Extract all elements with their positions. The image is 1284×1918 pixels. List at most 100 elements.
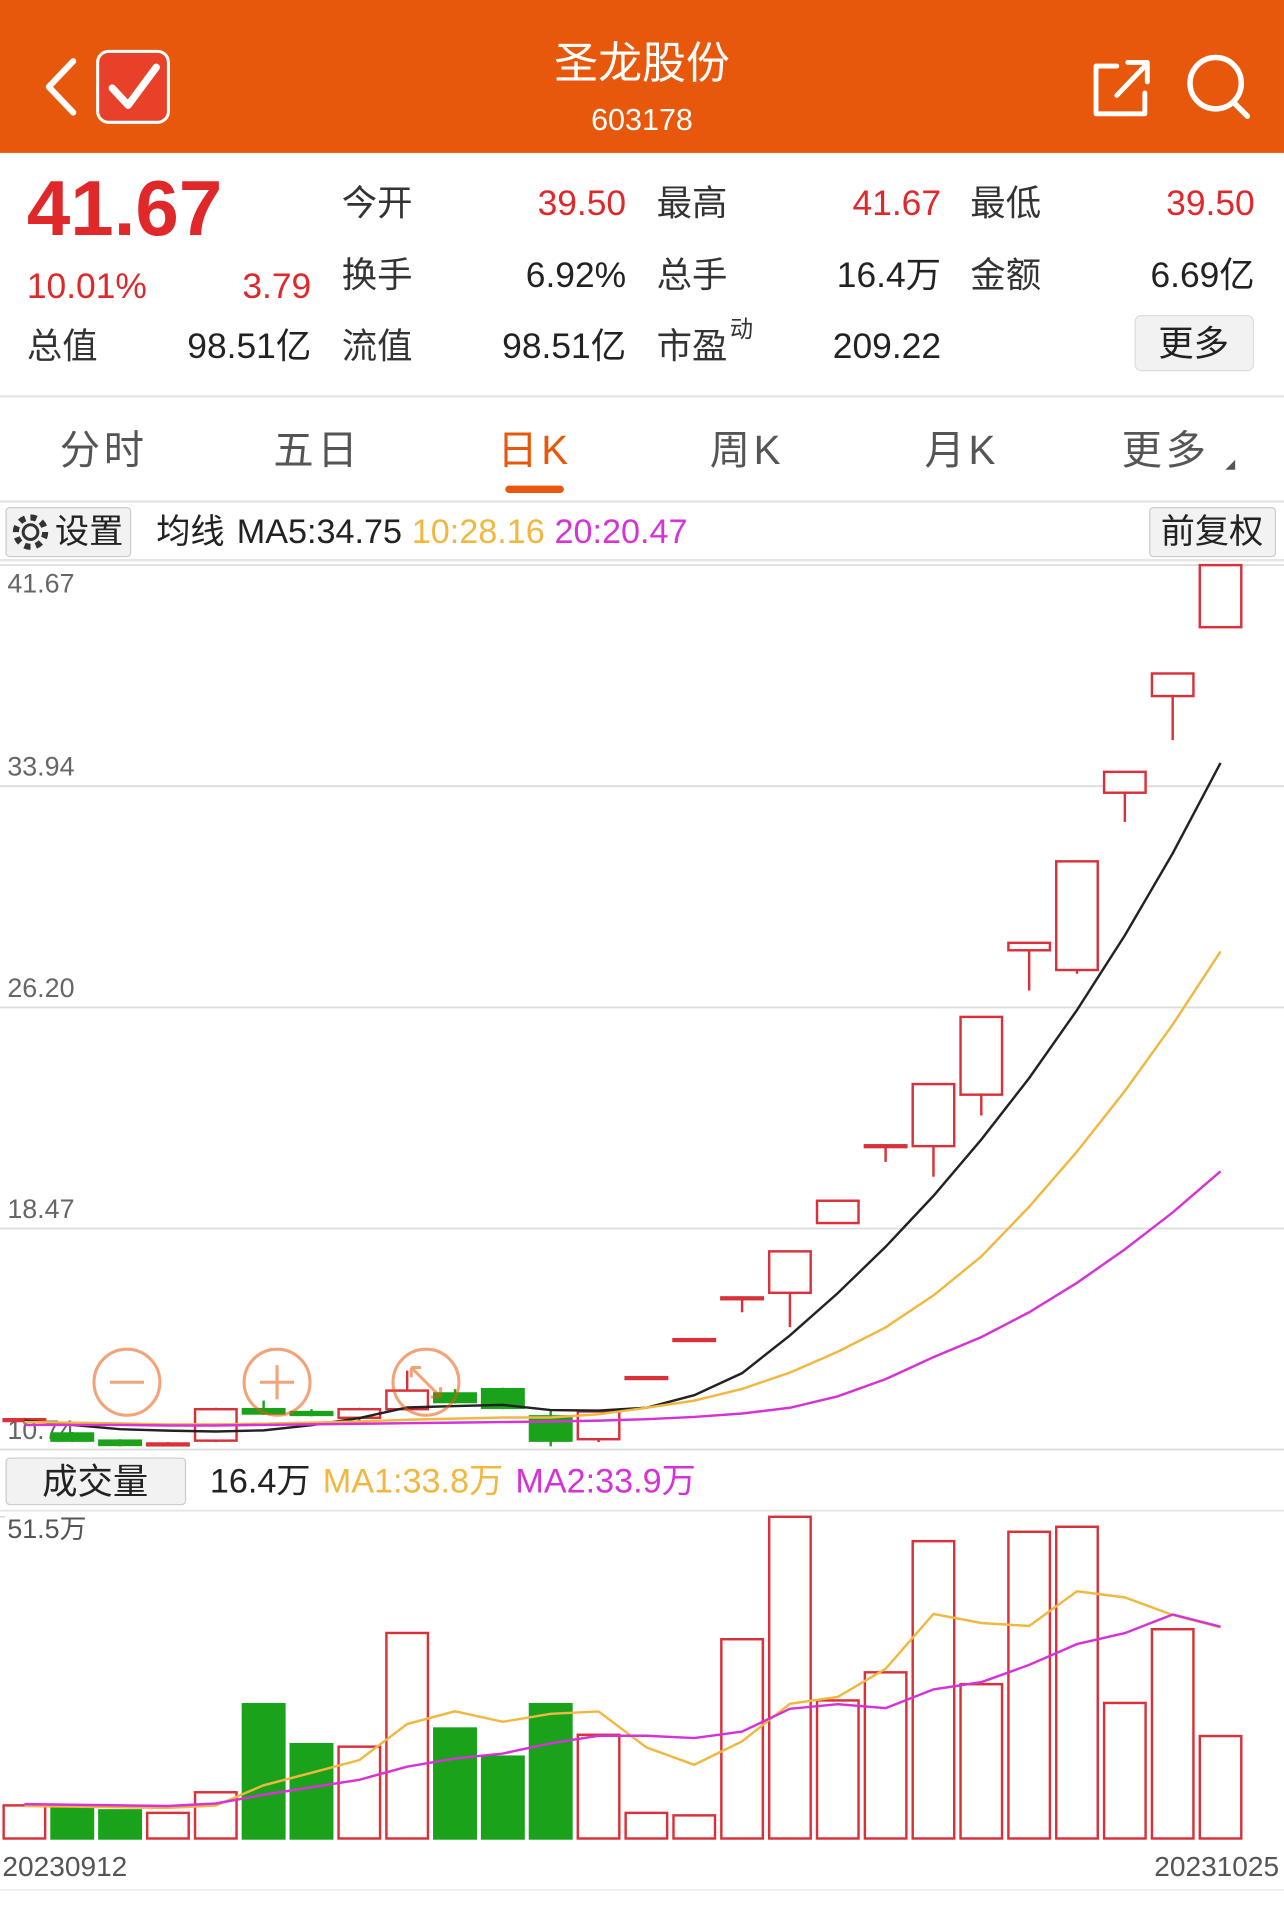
stat-value: 209.22 <box>833 326 941 366</box>
y-tick-label: 51.5万 <box>7 1514 86 1544</box>
candle-body <box>289 1410 334 1417</box>
legend-entry: 20:20.47 <box>555 513 688 551</box>
settings-label[interactable]: 设置 <box>55 513 123 551</box>
candle-body <box>720 1296 765 1301</box>
tab[interactable]: 五日 <box>273 427 361 473</box>
candle-body <box>767 1250 812 1295</box>
stat-label: 今开 <box>342 183 413 223</box>
adjust-button[interactable] <box>1149 507 1277 558</box>
checkbox <box>96 49 170 124</box>
volume-bar <box>624 1811 669 1840</box>
fullscreen-icon <box>409 1366 443 1399</box>
candle-body <box>337 1407 382 1419</box>
zoom-in-icon <box>259 1365 295 1400</box>
stat-label: 总手 <box>657 255 728 295</box>
volume-bar <box>433 1727 477 1840</box>
tab[interactable]: 分时 <box>60 427 148 473</box>
candle-body <box>911 1082 956 1148</box>
volume-bar <box>959 1682 1004 1840</box>
tab[interactable]: 更多 <box>1122 427 1210 473</box>
zoom-in[interactable] <box>242 1347 312 1417</box>
stat-label: 最低 <box>970 183 1041 223</box>
back-button[interactable] <box>45 58 77 116</box>
volume-bar <box>480 1755 525 1840</box>
tab[interactable]: 月K <box>925 427 999 473</box>
candle-body <box>480 1387 525 1409</box>
stat-value: 39.50 <box>538 183 627 223</box>
volume-bar <box>241 1702 286 1840</box>
stat-value: 41.67 <box>852 183 941 223</box>
share-box <box>1093 63 1148 117</box>
change-amount: 3.79 <box>242 266 311 306</box>
volume-bar <box>767 1515 812 1840</box>
ma-line <box>24 762 1222 1433</box>
volume-bar <box>576 1733 621 1840</box>
legend-entry: MA5:34.75 <box>237 513 402 551</box>
stat-value: 16.4万 <box>837 255 941 295</box>
more-button-label[interactable]: 更多 <box>1158 324 1229 364</box>
volume-bar <box>1150 1628 1195 1840</box>
stat-label-sup: 动 <box>730 316 753 342</box>
volume-bar <box>815 1699 860 1840</box>
legend-title: 均线 <box>156 513 224 551</box>
candle-body <box>98 1439 143 1447</box>
candle-body <box>1102 770 1147 794</box>
volume-bar <box>2 1804 47 1840</box>
candle-body <box>624 1375 669 1381</box>
gear-icon <box>12 514 49 550</box>
volume-bar <box>1198 1734 1243 1840</box>
tab-more-arrow <box>1225 459 1236 470</box>
candle-body <box>1150 672 1195 698</box>
candle-body <box>959 1015 1004 1096</box>
candle-body <box>50 1432 95 1442</box>
zoom-controls <box>92 1347 461 1417</box>
stat-value: 98.51亿 <box>502 326 626 366</box>
fullscreen[interactable] <box>391 1347 461 1417</box>
stat-value: 39.50 <box>1166 183 1255 223</box>
volume-title[interactable]: 成交量 <box>42 1461 148 1501</box>
share-arrow <box>1114 59 1150 98</box>
y-tick-label: 33.94 <box>7 752 74 782</box>
y-tick-label: 41.67 <box>7 568 74 598</box>
tab[interactable]: 周K <box>710 427 784 473</box>
volume-bar <box>528 1702 573 1840</box>
volume-bar <box>1055 1525 1099 1840</box>
volume-bar <box>289 1742 334 1840</box>
volume-button[interactable] <box>5 1457 187 1506</box>
zoom-out[interactable] <box>92 1347 162 1417</box>
ma-line <box>24 950 1222 1426</box>
adjust-label[interactable]: 前复权 <box>1161 513 1263 551</box>
volume-bar <box>863 1671 908 1840</box>
last-price: 41.67 <box>27 164 222 252</box>
candle-body <box>1198 563 1243 629</box>
zoom-in-circle <box>242 1347 312 1417</box>
stock-code: 603178 <box>591 103 693 137</box>
share-button[interactable] <box>1093 59 1150 117</box>
volume-bar <box>720 1637 765 1840</box>
watch-toggle[interactable] <box>96 49 170 124</box>
change-percent: 10.01% <box>27 266 147 306</box>
stat-label: 市盈 <box>657 326 728 366</box>
volume-bar <box>145 1811 190 1840</box>
check-icon <box>108 63 160 109</box>
candle-body <box>528 1415 573 1442</box>
stat-value: 98.51亿 <box>187 326 311 366</box>
stat-label: 换手 <box>342 255 413 295</box>
more-button[interactable] <box>1134 314 1255 372</box>
stock-name: 圣龙股份 <box>554 39 730 88</box>
search-button[interactable] <box>1187 54 1251 119</box>
candle-body <box>863 1144 908 1149</box>
search-handle <box>1231 99 1251 119</box>
gear-teeth <box>12 514 49 550</box>
y-tick-label: 26.20 <box>7 973 74 1003</box>
volume-bar <box>98 1809 143 1840</box>
zoom-out-circle <box>92 1347 162 1417</box>
stat-label: 流值 <box>342 326 413 366</box>
candle-body <box>1055 860 1099 972</box>
tab[interactable]: 日K <box>497 427 571 473</box>
candle-body <box>145 1442 190 1447</box>
candle-body <box>815 1199 860 1225</box>
